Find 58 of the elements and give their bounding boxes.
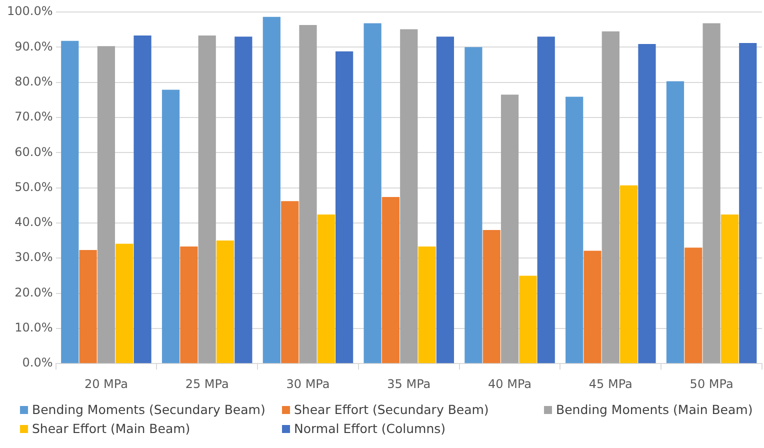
legend-label: Bending Moments (Secundary Beam) xyxy=(32,402,266,417)
bar xyxy=(464,47,482,364)
bar xyxy=(198,36,216,364)
bar xyxy=(97,46,116,364)
bar xyxy=(566,96,584,364)
x-tick-label: 50 MPa xyxy=(690,376,734,391)
bar xyxy=(684,248,702,364)
y-tick-label: 30.0% xyxy=(14,250,53,264)
bar xyxy=(317,214,335,364)
bar xyxy=(281,201,299,364)
legend-label: Normal Effort (Columns) xyxy=(294,421,446,436)
y-tick-label: 70.0% xyxy=(14,110,53,124)
bar xyxy=(739,42,757,364)
bar xyxy=(620,185,638,364)
legend-label: Bending Moments (Main Beam) xyxy=(556,402,753,417)
legend-label: Shear Effort (Secundary Beam) xyxy=(294,402,489,417)
x-tick-label: 30 MPa xyxy=(286,376,330,391)
y-tick-label: 50.0% xyxy=(14,180,53,194)
bar xyxy=(234,36,252,364)
bar xyxy=(79,250,97,364)
bar xyxy=(482,230,500,364)
bar xyxy=(602,31,620,364)
y-tick-label: 0.0% xyxy=(22,356,53,370)
y-tick-label: 60.0% xyxy=(14,144,53,159)
y-tick-label: 10.0% xyxy=(14,320,53,335)
bar xyxy=(400,29,418,364)
x-tick-label: 45 MPa xyxy=(588,376,632,391)
bar xyxy=(216,240,234,364)
y-tick-label: 80.0% xyxy=(14,74,53,88)
bar xyxy=(382,196,400,364)
bar xyxy=(116,244,134,364)
bar xyxy=(666,81,684,364)
y-tick-label: 40.0% xyxy=(14,215,53,230)
bar xyxy=(299,25,317,364)
bar xyxy=(418,246,436,364)
bar xyxy=(500,94,519,364)
x-tick-label: 40 MPa xyxy=(488,376,532,391)
legend-label: Shear Effort (Main Beam) xyxy=(32,421,190,436)
bar xyxy=(162,90,180,364)
bar xyxy=(702,23,720,364)
y-tick-label: 20.0% xyxy=(14,285,53,300)
x-tick-label: 20 MPa xyxy=(84,376,128,391)
bar xyxy=(519,276,537,364)
x-tick-label: 25 MPa xyxy=(185,376,229,391)
bar xyxy=(436,36,454,364)
bar xyxy=(61,40,79,364)
x-tick-label: 35 MPa xyxy=(387,376,431,391)
bar xyxy=(134,36,152,364)
bar xyxy=(537,36,555,364)
bar xyxy=(584,250,602,364)
bar xyxy=(720,214,739,364)
y-tick-label: 90.0% xyxy=(14,39,53,54)
bar xyxy=(336,51,354,364)
bar xyxy=(638,44,656,364)
bar xyxy=(262,16,280,364)
y-tick-label: 100.0% xyxy=(6,4,53,18)
bar xyxy=(364,23,382,364)
bar xyxy=(180,246,198,364)
